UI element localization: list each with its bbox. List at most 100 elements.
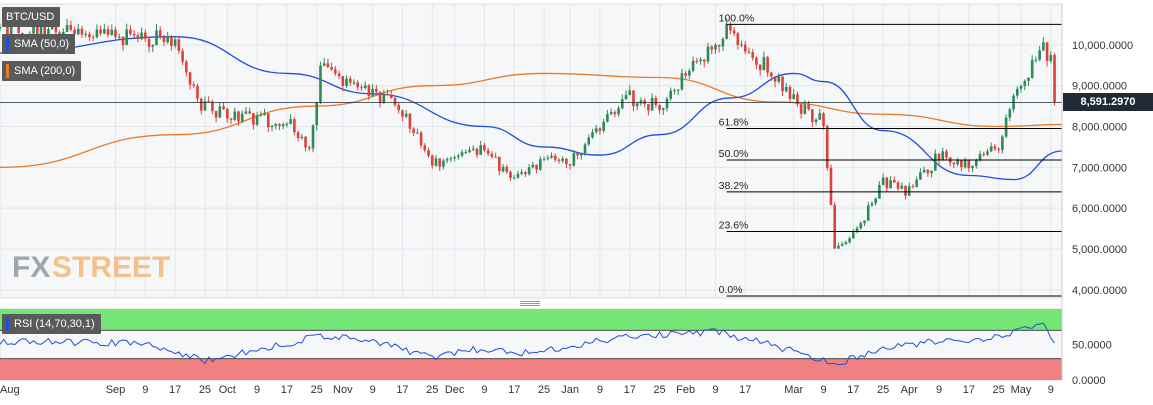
candle-body-283 bbox=[1053, 54, 1056, 103]
candle-body-192 bbox=[714, 44, 717, 50]
candle-body-156 bbox=[580, 153, 583, 156]
x-tick-label-20: 25 bbox=[653, 384, 665, 396]
candle-body-102 bbox=[378, 91, 382, 104]
candle-body-30 bbox=[110, 29, 114, 35]
candle-body-119 bbox=[442, 160, 445, 167]
candle-body-57 bbox=[211, 101, 214, 112]
candle-body-260 bbox=[967, 160, 971, 169]
y-tick-label-5: 5,000.0000 bbox=[1072, 244, 1127, 256]
candle-body-263 bbox=[978, 154, 982, 161]
candle-body-139 bbox=[516, 173, 520, 178]
candle-body-36 bbox=[132, 33, 136, 36]
gridlines bbox=[0, 4, 1062, 298]
candle-body-194 bbox=[721, 38, 725, 47]
candle-body-275 bbox=[1023, 80, 1027, 87]
legend-sma200[interactable]: SMA (200,0) bbox=[2, 61, 82, 81]
candle-body-144 bbox=[535, 164, 538, 170]
candle-body-174 bbox=[647, 104, 650, 111]
legend-sma50[interactable]: SMA (50,0) bbox=[2, 34, 76, 54]
candle-body-246 bbox=[915, 179, 918, 187]
y-tick-label-6: 4,000.0000 bbox=[1072, 285, 1127, 297]
candle-body-78 bbox=[289, 119, 292, 125]
candle-body-84 bbox=[311, 125, 315, 149]
x-tick-label-18: 9 bbox=[597, 384, 603, 396]
candle-body-100 bbox=[371, 88, 374, 96]
candle-body-109 bbox=[404, 113, 408, 117]
fib-label-0: 100.0% bbox=[719, 12, 755, 24]
candle-body-70 bbox=[259, 115, 263, 117]
legend-pair[interactable]: BTC/USD bbox=[2, 7, 61, 27]
candle-body-10 bbox=[35, 25, 39, 35]
candle-body-163 bbox=[606, 114, 609, 122]
candle-body-83 bbox=[307, 147, 311, 149]
candle-body-104 bbox=[386, 94, 389, 96]
candle-body-247 bbox=[919, 172, 922, 180]
candle-body-205 bbox=[762, 57, 766, 71]
candle-body-168 bbox=[624, 95, 628, 100]
y-tick-label-1: 9,000.0000 bbox=[1072, 81, 1127, 93]
candle-body-195 bbox=[725, 24, 728, 39]
legend-pair-label: BTC/USD bbox=[6, 11, 55, 23]
candle-body-52 bbox=[192, 84, 196, 86]
x-tick-label-14: 9 bbox=[481, 384, 487, 396]
sma200-series bbox=[0, 72, 1063, 168]
candle-body-136 bbox=[505, 166, 509, 172]
candle-body-223 bbox=[829, 167, 833, 205]
y-tick-label-0: 10,000.0000 bbox=[1072, 40, 1133, 52]
candle-body-200 bbox=[743, 44, 747, 52]
candle-body-229 bbox=[852, 232, 855, 239]
candle-body-11 bbox=[39, 26, 43, 35]
candle-body-123 bbox=[457, 155, 460, 158]
candle-body-34 bbox=[125, 29, 128, 45]
candle-body-46 bbox=[170, 36, 173, 46]
x-tick-label-19: 17 bbox=[624, 384, 636, 396]
y-tick-label-3: 7,000.0000 bbox=[1072, 162, 1127, 174]
candle-body-277 bbox=[1030, 60, 1034, 78]
candle-body-134 bbox=[498, 156, 501, 172]
candle-body-118 bbox=[438, 158, 442, 167]
candle-body-131 bbox=[486, 150, 490, 154]
candle-body-280 bbox=[1042, 42, 1045, 51]
candle-body-224 bbox=[833, 204, 836, 249]
candle-body-113 bbox=[419, 132, 423, 146]
candle-body-183 bbox=[680, 73, 684, 90]
x-tick-label-21: Feb bbox=[676, 384, 695, 396]
candle-body-101 bbox=[375, 88, 378, 92]
candle-body-23 bbox=[84, 34, 88, 36]
candle-body-186 bbox=[691, 60, 695, 71]
legend-rsi[interactable]: RSI (14,70,30,1) bbox=[2, 314, 101, 334]
candle-body-243 bbox=[904, 185, 907, 196]
candle-body-71 bbox=[263, 113, 266, 116]
candle-body-28 bbox=[103, 29, 106, 34]
candle-body-203 bbox=[755, 57, 758, 65]
panel-resize-handle[interactable] bbox=[520, 300, 540, 306]
sma200-swatch bbox=[6, 64, 9, 78]
x-tick-label-30: 17 bbox=[963, 384, 975, 396]
candle-body-237 bbox=[881, 177, 885, 186]
candle-body-140 bbox=[520, 172, 523, 174]
candle-body-226 bbox=[840, 243, 844, 246]
candle-body-48 bbox=[177, 39, 181, 51]
candle-body-69 bbox=[255, 115, 259, 125]
fib-label-4: 23.6% bbox=[719, 219, 749, 231]
candle-body-32 bbox=[117, 36, 121, 38]
candle-body-176 bbox=[654, 97, 658, 106]
x-tick-label-4: 25 bbox=[199, 384, 211, 396]
candle-body-49 bbox=[181, 50, 184, 62]
x-tick-label-28: Apr bbox=[901, 384, 918, 396]
candle-body-12 bbox=[43, 26, 47, 41]
x-tick-label-0: Aug bbox=[0, 384, 20, 396]
candle-body-145 bbox=[539, 159, 542, 170]
fxstreet-watermark: FX STREET bbox=[12, 251, 170, 284]
candle-body-39 bbox=[144, 32, 147, 39]
rsi-tick-label-0: 50.0000 bbox=[1072, 340, 1112, 352]
candle-body-61 bbox=[226, 108, 229, 119]
candle-body-62 bbox=[229, 118, 233, 120]
candle-body-115 bbox=[427, 150, 430, 156]
rsi-overbought-zone bbox=[0, 309, 1062, 331]
x-tick-label-27: 25 bbox=[877, 384, 889, 396]
candle-body-184 bbox=[684, 73, 687, 76]
candle-body-86 bbox=[319, 65, 322, 103]
candle-body-122 bbox=[453, 157, 456, 159]
candle-body-19 bbox=[69, 24, 73, 30]
